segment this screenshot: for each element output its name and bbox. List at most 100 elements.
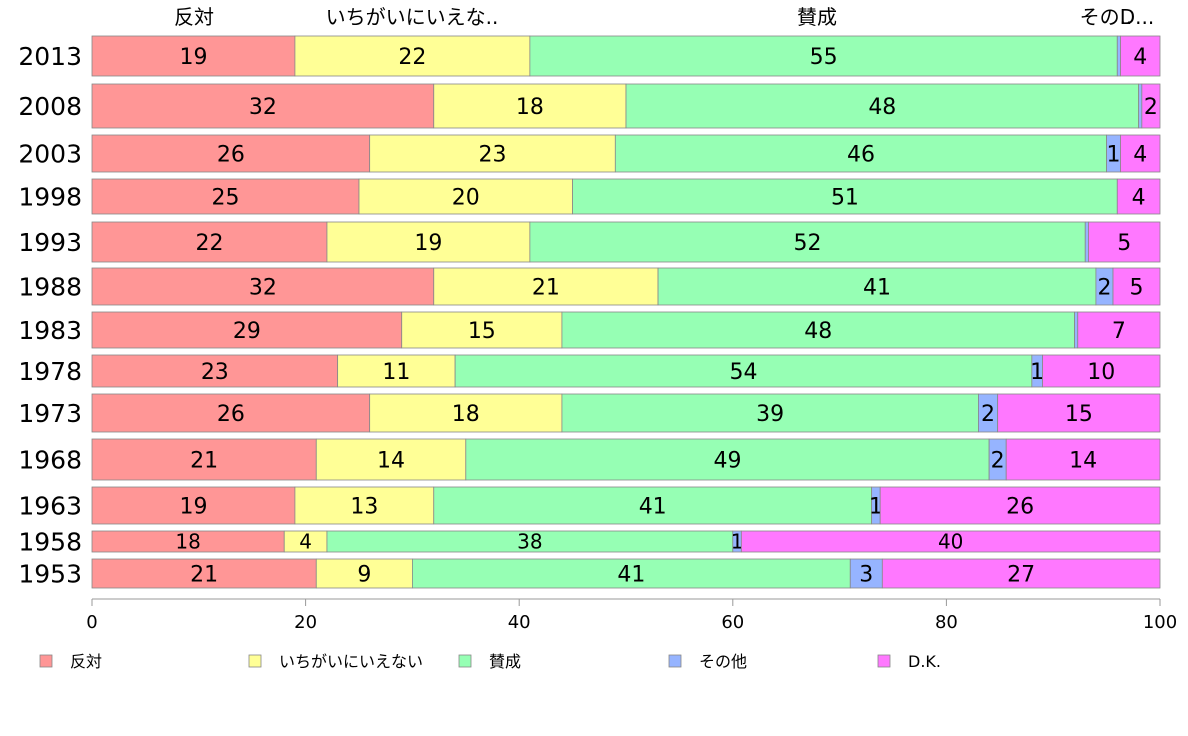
data-label: 15: [468, 319, 496, 344]
data-label: 22: [398, 45, 426, 70]
legend-swatch: [458, 654, 472, 668]
bar-segment: [572, 178, 1118, 215]
top-label-0: 反対: [174, 5, 214, 29]
data-label: 2: [981, 402, 995, 427]
legend-swatch: [39, 654, 53, 668]
bar-segment: [369, 393, 563, 433]
data-label: 21: [190, 562, 218, 587]
top-label-4: D...: [1120, 5, 1154, 29]
data-label: 13: [350, 494, 378, 519]
x-tick-label: 60: [721, 612, 744, 633]
data-label: 9: [357, 562, 371, 587]
data-label: 32: [249, 275, 277, 300]
data-label: 23: [479, 142, 507, 167]
bar-segment: [1077, 311, 1161, 349]
data-label: 18: [175, 530, 200, 554]
legend-item: 賛成: [458, 652, 521, 671]
bar-row-2003: 2003 26 23 46 1 4: [18, 134, 1161, 173]
data-label: 1: [1030, 360, 1044, 385]
data-label: 48: [868, 95, 896, 120]
bar-row-2008: 2008 32 18 48 2: [18, 83, 1161, 129]
data-label: 54: [729, 360, 757, 385]
bar-segment: [1116, 178, 1161, 215]
legend: 反対 いちがいにいえない 賛成 その他 D.K.: [39, 652, 941, 671]
bar-segment: [1141, 83, 1161, 129]
category-label: 1993: [18, 228, 82, 257]
bar-segment: [433, 267, 659, 306]
category-label: 2013: [18, 42, 82, 71]
data-label: 1: [869, 494, 883, 519]
bar-segment: [91, 35, 296, 77]
legend-item: いちがいにいえない: [248, 652, 423, 671]
bar-segment: [625, 83, 1140, 129]
bar-segment: [337, 354, 456, 388]
bar-segment: [849, 558, 883, 589]
legend-label: 反対: [70, 652, 102, 671]
data-label: 4: [299, 530, 312, 554]
data-label: 4: [1133, 45, 1147, 70]
bar-segment: [315, 438, 467, 481]
bar-segment: [1112, 267, 1161, 306]
data-label: 52: [794, 231, 822, 256]
bar-segment: [1120, 134, 1161, 173]
data-label: 3: [859, 562, 873, 587]
data-label: 19: [179, 45, 207, 70]
bar-segment: [465, 438, 990, 481]
bar-segment: [454, 354, 1033, 388]
data-label: 26: [217, 402, 245, 427]
category-label: 1968: [18, 446, 82, 475]
data-label: 49: [713, 448, 741, 473]
data-label: 5: [1130, 275, 1144, 300]
bar-segment: [91, 221, 328, 263]
bar-segment: [433, 83, 627, 129]
x-tick-label: 40: [508, 612, 531, 633]
legend-swatch: [877, 654, 891, 668]
bar-row-1958: 1958 18 4 38 1 40: [18, 528, 1161, 557]
bar-segment: [91, 486, 296, 525]
category-label: 1998: [18, 183, 82, 212]
bar-row-1973: 1973 26 18 39 2 15: [18, 393, 1161, 433]
data-label: 23: [201, 360, 229, 385]
data-label: 22: [195, 231, 223, 256]
data-label: 40: [938, 530, 963, 554]
category-label: 2008: [18, 92, 82, 121]
category-label: 1978: [18, 357, 82, 386]
bar-segment: [358, 178, 574, 215]
data-label: 5: [1117, 231, 1131, 256]
data-label: 41: [617, 562, 645, 587]
bar-segment: [91, 438, 317, 481]
data-label: 15: [1065, 402, 1093, 427]
bar-row-1998: 1998 25 20 51 4: [18, 178, 1161, 215]
data-label: 20: [452, 185, 480, 210]
bar-row-1953: 1953 21 9 41 3 27: [18, 558, 1161, 589]
bar-segment: [369, 134, 616, 173]
top-label-2: 賛成: [797, 5, 837, 29]
bar-segment: [91, 83, 435, 129]
data-label: 11: [382, 360, 410, 385]
legend-swatch: [668, 654, 682, 668]
data-label: 27: [1007, 562, 1035, 587]
legend-label: その他: [699, 652, 747, 671]
bar-row-2013: 2013 19 22 55 4: [18, 35, 1161, 77]
bar-segment: [529, 35, 1118, 77]
data-label: 2: [1144, 95, 1158, 120]
bar-row-1983: 1983 29 15 48 7: [18, 311, 1161, 349]
data-label: 14: [377, 448, 405, 473]
data-label: 51: [831, 185, 859, 210]
category-label: 1988: [18, 273, 82, 302]
bar-segment: [91, 558, 317, 589]
data-label: 19: [179, 494, 207, 519]
bar-segment: [1074, 311, 1079, 349]
bar-segment: [1088, 221, 1161, 263]
data-label: 38: [517, 530, 542, 554]
bar-row-1968: 1968 21 14 49 2 14: [18, 438, 1161, 481]
data-label: 1: [731, 530, 744, 554]
legend-swatch: [248, 654, 262, 668]
bar-segment: [561, 311, 1075, 349]
legend-label: D.K.: [908, 652, 941, 671]
legend-label: 賛成: [489, 652, 521, 671]
bar-segment: [997, 393, 1161, 433]
category-label: 1973: [18, 399, 82, 428]
legend-label: いちがいにいえない: [279, 652, 423, 671]
